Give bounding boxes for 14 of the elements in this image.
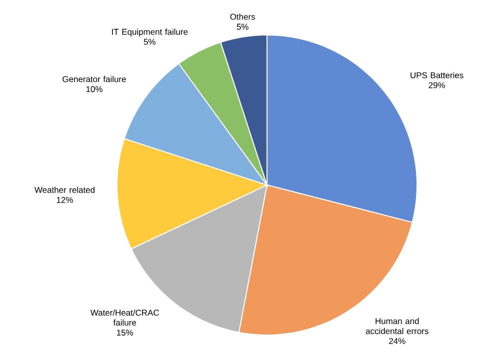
data-label: 15% [117, 330, 134, 336]
data-label: 10% [86, 86, 102, 92]
data-label: 5% [236, 24, 248, 30]
data-label: 5% [144, 38, 156, 45]
data-label: 24% [389, 338, 406, 344]
slice-label: Weather related [34, 186, 94, 193]
data-label: 12% [56, 196, 73, 203]
slice-label: IT Equipment failure [112, 28, 188, 37]
slice-label: Water/Heat/CRAC failure [90, 309, 159, 326]
slice-label: UPS Batteries [410, 72, 464, 78]
data-label: 29% [428, 82, 445, 88]
slice-label: Generator failure [62, 76, 126, 82]
slice-label: Human and accidental errors [366, 318, 428, 334]
slice-label: Others [230, 14, 255, 20]
